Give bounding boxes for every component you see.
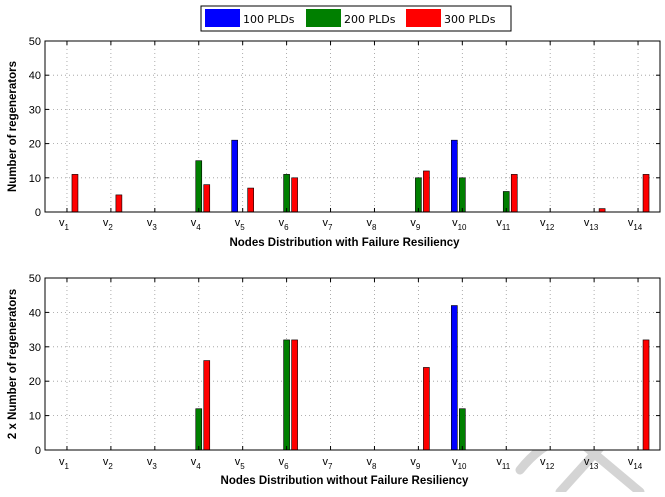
x-tick-label-v14: v14 bbox=[628, 217, 643, 232]
y-tick-label: 10 bbox=[29, 173, 41, 185]
legend-label-200-plds: 200 PLDs bbox=[344, 13, 396, 26]
legend-swatch-300-plds bbox=[406, 9, 441, 27]
y-tick-label: 30 bbox=[29, 342, 41, 354]
y-tick-label: 50 bbox=[29, 36, 41, 48]
legend-label-100-plds: 100 PLDs bbox=[243, 13, 295, 26]
bar-200-plds-v10 bbox=[459, 408, 466, 451]
bar-200-plds-v9 bbox=[415, 177, 422, 213]
bar-300-plds-v2 bbox=[115, 194, 123, 213]
legend-swatch-100-plds bbox=[205, 9, 240, 27]
y-tick-label: 20 bbox=[29, 139, 41, 151]
bar-300-plds-v11 bbox=[510, 174, 518, 213]
bar-300-plds-v6 bbox=[291, 339, 298, 451]
x-tick-label-v3: v3 bbox=[147, 217, 158, 232]
bar-300-plds-v9 bbox=[423, 367, 430, 451]
x-tick-label-v1: v1 bbox=[59, 217, 70, 232]
y-tick-label: 40 bbox=[29, 307, 41, 319]
x-tick-label-v4: v4 bbox=[191, 217, 202, 232]
bar-100-plds-v10 bbox=[451, 139, 458, 213]
bar-200-plds-v4 bbox=[195, 408, 203, 451]
legend-box bbox=[200, 5, 512, 32]
bar-200-plds-v6 bbox=[283, 174, 290, 213]
x-tick-label-v13: v13 bbox=[584, 217, 599, 232]
x-tick-label-v5: v5 bbox=[235, 217, 246, 232]
y-axis-label: 2 x Number of regenerators bbox=[7, 289, 19, 439]
bar-300-plds-v4 bbox=[203, 184, 211, 213]
top-chart-panel: 0 10 20 30 40 50 v1 v2 v3 v4 v5 v6 v7 v8 v9 v10 v11 v12 v1… bbox=[7, 36, 661, 249]
x-tick-label-v6: v6 bbox=[279, 456, 290, 471]
bottom-chart-panel: 0 10 20 30 40 50 v1 v2 v3 v4 v5 v6 v7 v8 v9 v10 v11 v12 v1… bbox=[7, 273, 661, 487]
x-axis-label: Nodes Distribution without Failure Resil… bbox=[221, 475, 470, 487]
bar-300-plds-v5 bbox=[247, 187, 254, 213]
bar-200-plds-v4 bbox=[195, 160, 203, 213]
bar-300-plds-v14 bbox=[642, 339, 650, 451]
bar-300-plds-v14 bbox=[642, 174, 650, 213]
x-tick-label-v11: v11 bbox=[496, 217, 510, 232]
x-tick-label-v4: v4 bbox=[191, 456, 202, 471]
x-tick-label-v1: v1 bbox=[59, 456, 70, 471]
plot-area bbox=[45, 278, 660, 450]
legend-label-300-plds: 300 PLDs bbox=[444, 13, 496, 26]
legend: 100 PLDs 200 PLDs 300 PLDs bbox=[200, 5, 512, 32]
y-tick-label: 0 bbox=[35, 207, 41, 219]
x-tick-label-v9: v9 bbox=[410, 456, 421, 471]
y-tick-label: 40 bbox=[29, 70, 41, 82]
plot-frame bbox=[44, 277, 661, 451]
x-tick-label-v2: v2 bbox=[103, 456, 114, 471]
y-tick-label: 20 bbox=[29, 376, 41, 388]
bar-300-plds-v13 bbox=[598, 208, 606, 213]
x-tick-label-v7: v7 bbox=[323, 217, 334, 232]
x-tick-label-v12: v12 bbox=[540, 456, 555, 471]
bar-300-plds-v9 bbox=[423, 170, 430, 213]
x-tick-label-v11: v11 bbox=[496, 456, 510, 471]
y-tick-label: 10 bbox=[29, 411, 41, 423]
y-axis-label: Number of regenerators bbox=[7, 61, 19, 192]
plot-frame bbox=[44, 40, 661, 213]
x-tick-label-v10: v10 bbox=[452, 217, 467, 232]
legend-swatch-200-plds bbox=[306, 9, 341, 27]
plot-area bbox=[45, 41, 660, 212]
x-tick-label-v7: v7 bbox=[323, 456, 334, 471]
x-tick-label-v14: v14 bbox=[628, 456, 643, 471]
x-tick-label-v12: v12 bbox=[540, 217, 555, 232]
bar-200-plds-v10 bbox=[459, 177, 466, 213]
bar-200-plds-v6 bbox=[283, 339, 290, 451]
x-tick-label-v2: v2 bbox=[103, 217, 114, 232]
x-axis-label: Nodes Distribution with Failure Resilien… bbox=[229, 237, 460, 249]
x-tick-label-v6: v6 bbox=[279, 217, 290, 232]
x-tick-label-v8: v8 bbox=[366, 456, 377, 471]
x-tick-label-v5: v5 bbox=[235, 456, 246, 471]
bar-300-plds-v6 bbox=[291, 177, 298, 213]
y-tick-label: 50 bbox=[29, 273, 41, 285]
x-tick-label-v9: v9 bbox=[410, 217, 421, 232]
x-tick-label-v10: v10 bbox=[452, 456, 467, 471]
bar-300-plds-v1 bbox=[71, 174, 79, 213]
bar-300-plds-v4 bbox=[203, 360, 211, 451]
x-tick-label-v8: v8 bbox=[366, 217, 377, 232]
x-tick-label-v13: v13 bbox=[584, 456, 599, 471]
y-tick-label: 30 bbox=[29, 104, 41, 116]
bar-100-plds-v10 bbox=[451, 305, 458, 451]
x-tick-label-v3: v3 bbox=[147, 456, 158, 471]
y-tick-label: 0 bbox=[35, 445, 41, 457]
bar-100-plds-v5 bbox=[231, 139, 238, 213]
